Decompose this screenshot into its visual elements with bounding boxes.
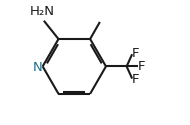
Text: F: F bbox=[131, 73, 139, 86]
Text: F: F bbox=[138, 60, 145, 73]
Text: F: F bbox=[131, 47, 139, 60]
Text: N: N bbox=[33, 61, 43, 74]
Text: H₂N: H₂N bbox=[30, 5, 55, 18]
